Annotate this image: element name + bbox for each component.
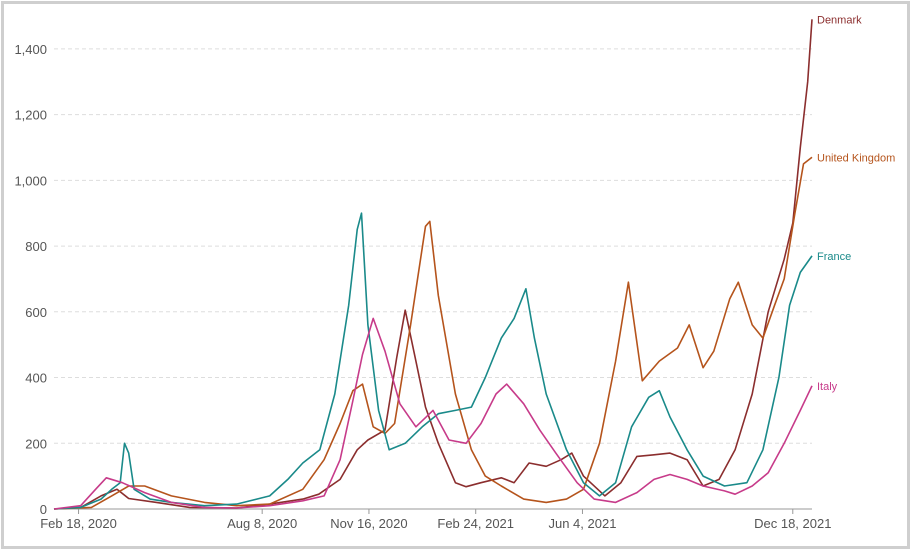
series-line-denmark <box>53 19 813 510</box>
x-tick-label: Jun 4, 2021 <box>548 516 616 531</box>
x-tick-label: Nov 16, 2020 <box>330 516 407 531</box>
y-tick-label: 800 <box>25 239 47 254</box>
x-tick-label: Dec 18, 2021 <box>754 516 831 531</box>
y-tick-label: 600 <box>25 305 47 320</box>
x-tick-label: Aug 8, 2020 <box>227 516 297 531</box>
y-tick-label: 1,400 <box>14 42 47 57</box>
series-label-italy: Italy <box>817 381 838 393</box>
series-label-united-kingdom: United Kingdom <box>817 152 895 164</box>
y-tick-label: 400 <box>25 371 47 386</box>
series-label-denmark: Denmark <box>817 14 862 26</box>
x-axis-ticks: Feb 18, 2020 Aug 8, 2020 Nov 16, 2020 Feb 2… <box>40 509 831 531</box>
series-line-united-kingdom <box>53 156 813 510</box>
x-tick-label: Feb 24, 2021 <box>437 516 514 531</box>
y-axis-ticks: 0 200 400 600 800 1,000 1,200 1,400 <box>14 42 47 517</box>
series-line-italy <box>53 317 813 510</box>
y-tick-label: 1,200 <box>14 108 47 123</box>
x-tick-label: Feb 18, 2020 <box>40 516 117 531</box>
series-lines <box>53 19 813 510</box>
y-tick-label: 0 <box>40 502 47 517</box>
gridlines <box>54 48 812 510</box>
y-tick-label: 200 <box>25 436 47 451</box>
series-labels: Denmark United Kingdom France Italy <box>817 14 895 392</box>
series-label-france: France <box>817 251 851 263</box>
series-line-france <box>53 212 813 510</box>
y-tick-label: 1,000 <box>14 173 47 188</box>
